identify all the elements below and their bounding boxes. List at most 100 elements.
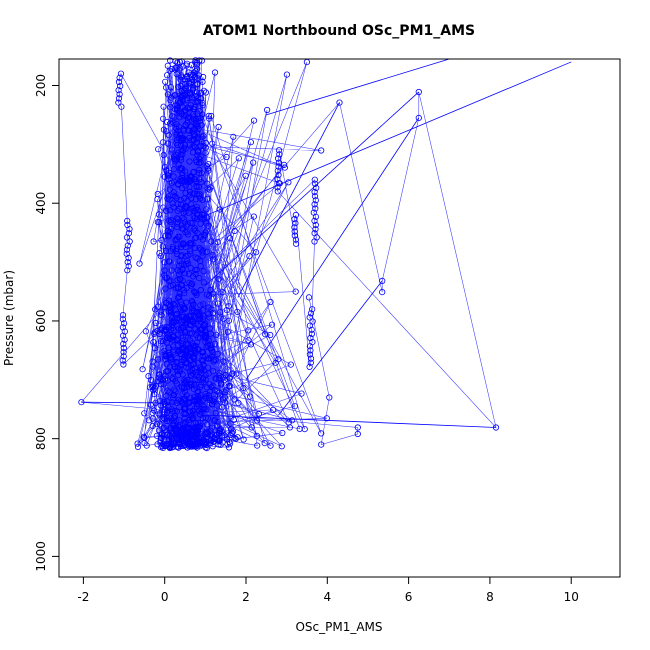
data-point <box>230 416 237 423</box>
data-point <box>181 414 188 421</box>
data-point <box>153 420 160 428</box>
data-point <box>274 184 281 191</box>
data-point <box>200 301 207 308</box>
data-point <box>162 351 169 358</box>
data-point <box>170 443 177 450</box>
series-connector <box>192 61 572 222</box>
data-point <box>171 155 178 162</box>
data-point <box>177 165 185 172</box>
data-point <box>164 415 171 422</box>
data-point <box>307 355 315 362</box>
data-point <box>115 87 122 94</box>
data-point <box>280 161 288 168</box>
data-point <box>211 395 218 403</box>
data-point <box>308 326 315 333</box>
data-point <box>214 350 221 357</box>
data-point <box>197 443 204 450</box>
data-point <box>197 366 204 373</box>
data-point <box>194 81 201 88</box>
data-point <box>125 263 132 270</box>
data-point <box>194 115 201 122</box>
data-point <box>171 413 178 420</box>
data-point <box>292 236 299 243</box>
data-point <box>179 337 186 344</box>
data-point <box>275 163 282 170</box>
x-tick-label: 2 <box>242 590 250 604</box>
data-point <box>291 228 298 235</box>
data-point <box>168 267 175 274</box>
data-point <box>116 74 123 81</box>
data-point <box>173 121 180 128</box>
data-point <box>312 197 319 204</box>
data-point <box>165 297 173 304</box>
data-point <box>323 415 330 422</box>
data-point <box>124 267 131 274</box>
data-point <box>172 430 179 437</box>
data-point <box>197 364 204 371</box>
x-axis-label: OSc_PM1_AMS <box>295 620 382 634</box>
data-point <box>248 424 255 431</box>
data-point <box>120 332 127 339</box>
data-point <box>292 288 299 295</box>
data-point <box>157 338 164 345</box>
data-point <box>197 392 204 399</box>
data-point <box>318 441 325 448</box>
data-point <box>176 99 183 107</box>
data-point <box>278 443 285 450</box>
data-point <box>152 319 159 327</box>
data-point <box>166 444 173 451</box>
data-point <box>193 396 200 403</box>
data-point <box>186 425 193 432</box>
data-point <box>164 72 171 79</box>
data-point <box>180 210 187 217</box>
data-point <box>162 78 169 85</box>
data-point <box>189 340 196 347</box>
data-point <box>193 206 200 213</box>
data-point <box>190 168 197 175</box>
data-point <box>167 57 174 64</box>
data-point <box>164 331 171 338</box>
data-point <box>318 430 325 437</box>
data-point <box>167 308 174 315</box>
data-point <box>154 441 161 448</box>
data-point <box>199 414 206 422</box>
data-point <box>199 196 206 203</box>
data-point <box>312 221 319 229</box>
data-point <box>178 329 185 336</box>
data-point <box>167 97 174 104</box>
data-point <box>202 371 209 378</box>
data-point <box>177 165 184 172</box>
data-point <box>186 368 194 375</box>
data-point <box>175 127 182 134</box>
data-point <box>195 72 203 79</box>
data-point <box>157 253 164 260</box>
data-point <box>184 340 192 348</box>
data-point <box>150 382 157 389</box>
data-point <box>155 356 162 363</box>
data-point <box>234 434 241 441</box>
x-tick-label: -2 <box>77 590 89 604</box>
data-point <box>196 166 203 173</box>
data-point <box>184 432 191 439</box>
data-point <box>160 338 167 345</box>
data-point <box>187 240 195 247</box>
data-point <box>159 243 166 250</box>
data-point <box>192 68 199 75</box>
data-point <box>204 214 211 221</box>
data-point <box>263 106 271 114</box>
data-point <box>202 414 209 421</box>
data-point <box>209 382 216 389</box>
data-point <box>78 399 85 406</box>
data-point <box>200 323 208 330</box>
data-point <box>215 123 222 131</box>
data-point <box>235 399 242 407</box>
data-point <box>202 89 209 96</box>
data-point <box>163 334 170 342</box>
data-point <box>189 149 197 156</box>
data-point <box>179 346 186 353</box>
data-point <box>157 308 164 315</box>
data-point <box>276 151 283 158</box>
data-point <box>182 206 189 213</box>
data-point <box>121 336 128 343</box>
data-point <box>247 139 254 146</box>
